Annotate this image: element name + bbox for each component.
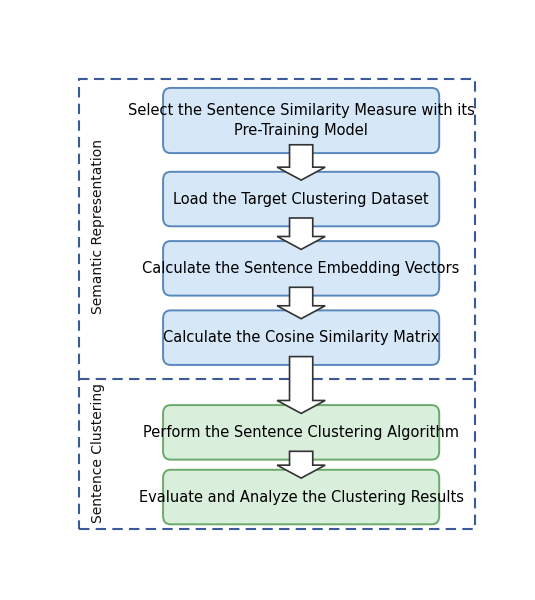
- Polygon shape: [277, 145, 325, 180]
- FancyBboxPatch shape: [163, 88, 439, 153]
- FancyBboxPatch shape: [163, 241, 439, 296]
- Polygon shape: [277, 287, 325, 319]
- Text: Load the Target Clustering Dataset: Load the Target Clustering Dataset: [173, 191, 429, 206]
- Text: Select the Sentence Similarity Measure with its
Pre-Training Model: Select the Sentence Similarity Measure w…: [128, 103, 475, 138]
- Text: Semantic Representation: Semantic Representation: [91, 139, 105, 314]
- Text: Calculate the Sentence Embedding Vectors: Calculate the Sentence Embedding Vectors: [142, 261, 460, 276]
- FancyBboxPatch shape: [79, 79, 475, 529]
- Text: Calculate the Cosine Similarity Matrix: Calculate the Cosine Similarity Matrix: [163, 330, 439, 345]
- Text: Perform the Sentence Clustering Algorithm: Perform the Sentence Clustering Algorith…: [143, 425, 459, 440]
- Text: Sentence Clustering: Sentence Clustering: [91, 383, 105, 523]
- Polygon shape: [277, 218, 325, 250]
- FancyBboxPatch shape: [163, 405, 439, 460]
- FancyBboxPatch shape: [163, 172, 439, 226]
- Text: Evaluate and Analyze the Clustering Results: Evaluate and Analyze the Clustering Resu…: [139, 490, 464, 505]
- FancyBboxPatch shape: [163, 310, 439, 365]
- Polygon shape: [277, 451, 325, 478]
- FancyBboxPatch shape: [163, 470, 439, 524]
- Polygon shape: [277, 356, 325, 413]
